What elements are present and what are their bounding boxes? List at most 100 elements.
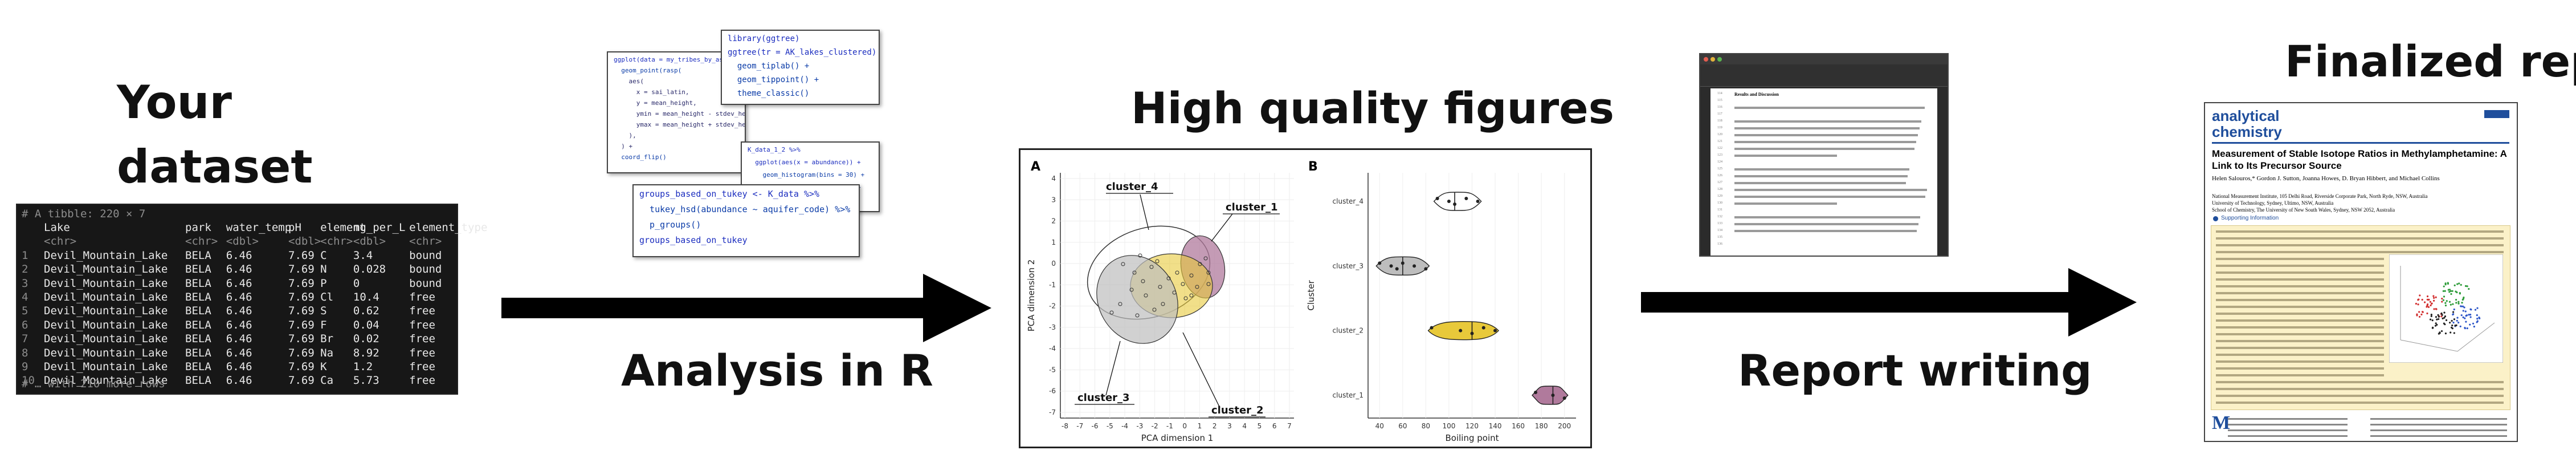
graphic-point: [2431, 326, 2434, 329]
table-cell: Devil_Mountain_Lake: [44, 346, 168, 359]
violin-point: [1424, 267, 1428, 271]
code-line: ggplot(data = my_tribes_by_asp: [614, 56, 727, 63]
line-number: 131: [1717, 208, 1722, 212]
abstract-line-placeholder: [2216, 244, 2504, 246]
table-cell: 0.04: [353, 318, 379, 331]
graphic-point: [2451, 290, 2453, 292]
x-axis-title: Boiling point: [1445, 433, 1499, 443]
column-type: <dbl>: [226, 235, 259, 248]
graphic-point: [2430, 315, 2432, 318]
word-page: 114 115 116 117 118 119 120 121 122 123 124 125 126 1…: [1710, 88, 1937, 256]
abstract-line-placeholder: [2216, 230, 2504, 233]
column-type: <chr>: [44, 235, 77, 248]
table-cell: BELA: [185, 277, 211, 290]
graphic-point: [2458, 282, 2460, 285]
table-cell: BELA: [185, 263, 211, 276]
column-header: element: [320, 221, 366, 234]
data-point: [1175, 270, 1179, 275]
violin-point: [1551, 394, 1555, 397]
text-line-placeholder: [1734, 223, 1918, 225]
graphic-point: [2457, 321, 2460, 324]
graphic-point: [2453, 332, 2455, 334]
y-tick-label: -7: [1049, 408, 1056, 416]
dataset-label-line1: Your: [117, 76, 232, 129]
violin-point: [1459, 329, 1463, 333]
graphic-point: [2451, 319, 2453, 322]
text-line-placeholder: [1734, 202, 1837, 205]
code-line: groups_based_on_tukey <- K_data %>%: [639, 189, 820, 199]
table-cell: BELA: [185, 291, 211, 303]
paper-affiliation-2: University of Technology, Sydney, Ultimo…: [2212, 200, 2334, 206]
graphic-point: [2421, 311, 2424, 313]
graphic-point: [2472, 322, 2475, 325]
graphic-point: [2442, 317, 2444, 319]
graphic-point: [2476, 314, 2478, 317]
graphic-point: [2456, 317, 2459, 319]
line-number: 118: [1717, 119, 1722, 123]
table-cell: Devil_Mountain_Lake: [44, 305, 168, 318]
y-axis-title: PCA dimension 2: [1026, 260, 1036, 332]
code-box-tukey: groups_based_on_tukey <- K_data %>% tuke…: [632, 184, 860, 257]
annotation-leader: [1105, 340, 1121, 396]
graphic-point: [2449, 322, 2451, 324]
figure-panel: A -8 -7 -6 -5 -4 -3 -2 -1 0 1 2 3 4 5 6 7 4 3 2 1 0 -1 -2 -3 -4-…: [1019, 148, 1592, 448]
graphic-point: [2443, 311, 2446, 314]
line-number: 134: [1717, 229, 1722, 232]
graphic-point: [2459, 293, 2461, 295]
graphic-point: [2431, 302, 2433, 305]
panel-b-label: B: [1308, 160, 1318, 174]
code-line: tukey_hsd(abundance ~ aquifer_code) %>%: [639, 204, 851, 214]
abstract-line-placeholder: [2216, 319, 2384, 322]
y-tick-label: 3: [1051, 196, 1056, 204]
x-tick-label: -8: [1062, 422, 1068, 430]
abstract-line-placeholder: [2216, 306, 2384, 308]
graphic-point: [2463, 296, 2465, 299]
code-line: ) +: [614, 143, 633, 150]
table-cell: Ca: [320, 374, 334, 387]
y-tick-label: -2: [1049, 302, 1056, 310]
abstract-box: [2211, 225, 2510, 410]
graphic-point: [2432, 297, 2435, 299]
text-line-placeholder: [1734, 120, 1921, 123]
violin-point: [1395, 267, 1399, 271]
line-number: 119: [1717, 126, 1722, 129]
x-tick-label: 80: [1422, 422, 1430, 430]
text-line-placeholder: [1734, 216, 1920, 218]
code-line: theme_classic(): [728, 89, 810, 98]
text-line-placeholder: [1734, 107, 1925, 109]
data-point: [1172, 290, 1177, 295]
graphic-point: [2427, 298, 2430, 301]
graphic-point: [2451, 327, 2453, 330]
table-cell: 0.02: [353, 333, 379, 346]
graphic-point: [2444, 290, 2446, 292]
data-point: [1206, 270, 1211, 275]
figure-svg: A -8 -7 -6 -5 -4 -3 -2 -1 0 1 2 3 4 5 6 743210-1-2-3-4-…: [1026, 160, 1576, 443]
annotation-leader: [1211, 213, 1233, 242]
abstract-line-placeholder: [2216, 278, 2384, 281]
x-tick-label: -6: [1092, 422, 1099, 430]
violin-point: [1493, 329, 1497, 333]
graphic-point: [2460, 314, 2463, 317]
table-cell: 6.46: [226, 277, 252, 290]
abstract-line-placeholder: [2216, 340, 2384, 342]
abstract-line-placeholder: [2216, 360, 2384, 363]
table-cell: Devil_Mountain_Lake: [44, 374, 168, 387]
graphic-point: [2456, 283, 2459, 285]
graphic-point: [2420, 313, 2423, 315]
body-line-placeholder: [2228, 424, 2348, 425]
violin-point: [1476, 200, 1480, 203]
y-tick-label: cluster_1: [1333, 391, 1363, 399]
graphic-point: [2450, 303, 2452, 306]
y-axis-title: Cluster: [1306, 280, 1316, 311]
data-point: [1181, 282, 1185, 286]
table-cell: 3: [22, 277, 28, 290]
code-line: ymin = mean_height - stdev_height,: [636, 110, 746, 117]
x-tick-label: 2: [1213, 422, 1217, 430]
line-number: 128: [1717, 188, 1722, 191]
table-cell: C: [320, 249, 327, 262]
annotation-leader: [1140, 194, 1149, 230]
table-cell: 5.73: [353, 374, 379, 387]
graphic-point: [2453, 308, 2455, 311]
table-cell: 1.2: [353, 360, 373, 373]
code-line: ymax = mean_height + stdev_height,: [636, 121, 746, 128]
